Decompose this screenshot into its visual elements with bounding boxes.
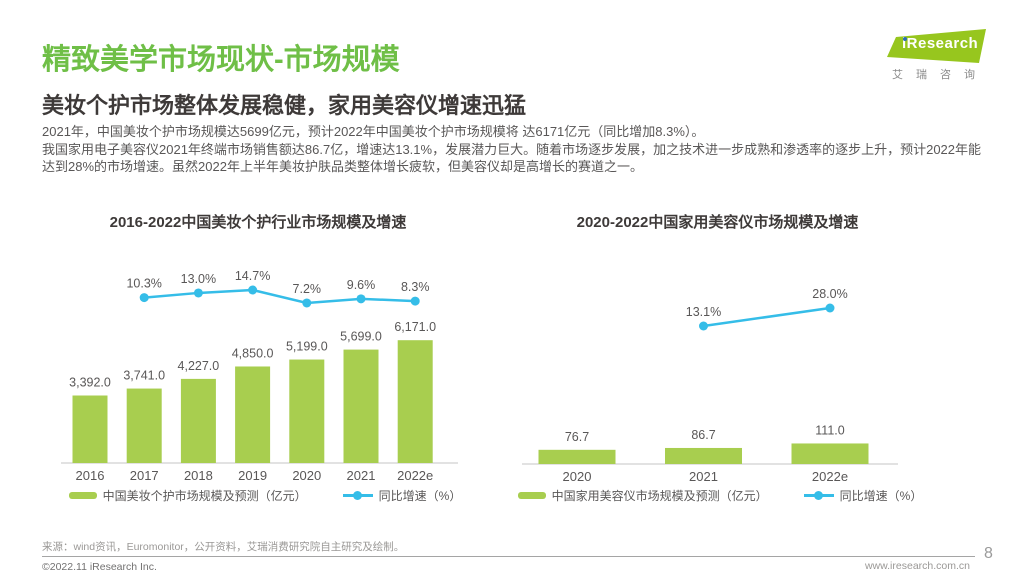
logo-brand-text: iResearch (902, 35, 979, 52)
x-axis-label: 2020 (563, 469, 592, 484)
growth-point (139, 293, 149, 303)
logo-cn-text: 艾瑞咨询 (892, 69, 988, 81)
bar-value-label: 4,227.0 (178, 359, 220, 373)
growth-value-label: 14.7% (235, 269, 270, 283)
growth-point (248, 285, 258, 295)
body-paragraph: 2021年，中国美妆个护市场规模达5699亿元，预计2022年中国美妆个护市场规… (42, 123, 981, 176)
bar-2019 (235, 366, 271, 463)
logo-parallelogram (887, 29, 986, 63)
bar-2021 (665, 447, 742, 464)
source-note: 来源：wind资讯，Euromonitor，公开资料，艾瑞消费研究院自主研究及绘… (42, 541, 405, 553)
growth-point (302, 298, 312, 308)
legend-item-line: 同比增速（%） (342, 487, 462, 504)
bar-value-label: 5,699.0 (340, 330, 382, 344)
legend-label: 中国家用美容仪市场规模及预测（亿元） (551, 489, 768, 503)
bar-value-label: 76.7 (565, 430, 589, 444)
growth-value-label: 9.6% (347, 278, 376, 292)
page-title: 精致美学市场现状-市场规模 (42, 44, 400, 76)
bar-2016 (72, 395, 108, 463)
chart2-canvas: 76.7 2020 86.7 2021 111.0 2022e 13.1% 28.0% (522, 287, 898, 484)
bar-2020 (538, 449, 616, 464)
legend-label: 同比增速（%） (839, 489, 923, 503)
growth-point (699, 321, 708, 331)
legend-label: 中国美妆个护市场规模及预测（亿元） (102, 489, 307, 503)
line-series-swatch (803, 491, 834, 500)
growth-value-label: 13.1% (686, 305, 721, 319)
bar-2021 (343, 349, 379, 463)
growth-line (144, 288, 416, 305)
bar-value-label: 86.7 (691, 428, 715, 442)
logo-i-dot-icon (903, 37, 907, 41)
x-axis-label: 2021 (689, 469, 718, 484)
paragraph-line: 我国家用电子美容仪2021年终端市场销售额达86.7亿，增速达13.1%，发展潜… (42, 141, 982, 157)
legend-item-bar: 中国家用美容仪市场规模及预测（亿元） (517, 487, 768, 504)
bar-value-label: 4,850.0 (232, 346, 274, 360)
bar-value-label: 3,392.0 (69, 375, 111, 389)
bar-value-label: 3,741.0 (123, 369, 165, 383)
bar-2022e (791, 443, 869, 464)
website-link[interactable]: www.iresearch.com.cn (864, 560, 970, 572)
legend-label: 同比增速（%） (378, 489, 462, 503)
paragraph-line: 2021年，中国美妆个护市场规模达5699亿元，预计2022年中国美妆个护市场规… (42, 124, 705, 139)
x-axis-label: 2020 (292, 468, 321, 483)
bar-2022e (397, 340, 433, 463)
x-axis-label: 2019 (238, 468, 267, 483)
growth-point (193, 288, 203, 298)
bar-2018 (180, 378, 216, 463)
legend-item-line: 同比增速（%） (803, 487, 923, 504)
iresearch-logo: iResearch 艾瑞咨询 (884, 26, 994, 82)
x-axis-label: 2022e (812, 469, 848, 484)
legend-item-bar: 中国美妆个护市场规模及预测（亿元） (68, 487, 307, 504)
bar-2020 (289, 359, 325, 463)
footer-divider (42, 556, 975, 557)
page-subtitle: 美妆个护市场整体发展稳健，家用美容仪增速迅猛 (42, 93, 527, 118)
growth-point (825, 303, 835, 313)
bar-series-swatch (517, 492, 546, 499)
chart1-canvas: 3,392.0 2016 3,741.0 2017 4,227.0 2018 4,850.0… (61, 269, 458, 483)
x-axis-label: 2018 (184, 468, 213, 483)
paragraph-line: 达到28%的市场增速。虽然2022年上半年美妆护肤品类整体增长疲软，但美容仪却是… (42, 159, 643, 174)
bar-value-label: 5,199.0 (286, 340, 328, 354)
x-axis-label: 2022e (397, 468, 433, 483)
line-series-swatch (342, 491, 373, 500)
growth-point (410, 296, 420, 306)
bar-series-swatch (68, 492, 97, 499)
bar-2017 (126, 388, 162, 463)
line-swatch-dot (813, 491, 823, 500)
chart1-title: 2016-2022中国美妆个护行业市场规模及增速 (109, 214, 407, 231)
line-swatch-dot (352, 491, 362, 500)
bar-value-label: 6,171.0 (394, 320, 436, 334)
growth-value-label: 10.3% (126, 277, 161, 291)
x-axis-label: 2016 (76, 468, 105, 483)
bar-value-label: 111.0 (815, 423, 844, 437)
x-axis-label: 2017 (130, 468, 159, 483)
chart1-legend: 中国美妆个护市场规模及预测（亿元） 同比增速（%） (55, 487, 475, 504)
page-number: 8 (984, 545, 993, 562)
growth-value-label: 13.0% (181, 272, 216, 286)
chart2-title: 2020-2022中国家用美容仪市场规模及增速 (576, 214, 859, 231)
growth-value-label: 7.2% (293, 282, 322, 296)
growth-value-label: 28.0% (812, 287, 847, 301)
growth-value-label: 8.3% (401, 280, 430, 294)
x-axis-label: 2021 (347, 468, 376, 483)
growth-point (356, 294, 366, 304)
growth-line (703, 306, 831, 328)
chart2-legend: 中国家用美容仪市场规模及预测（亿元） 同比增速（%） (517, 487, 923, 504)
copyright-text: ©2022.11 iResearch Inc. (42, 561, 157, 573)
